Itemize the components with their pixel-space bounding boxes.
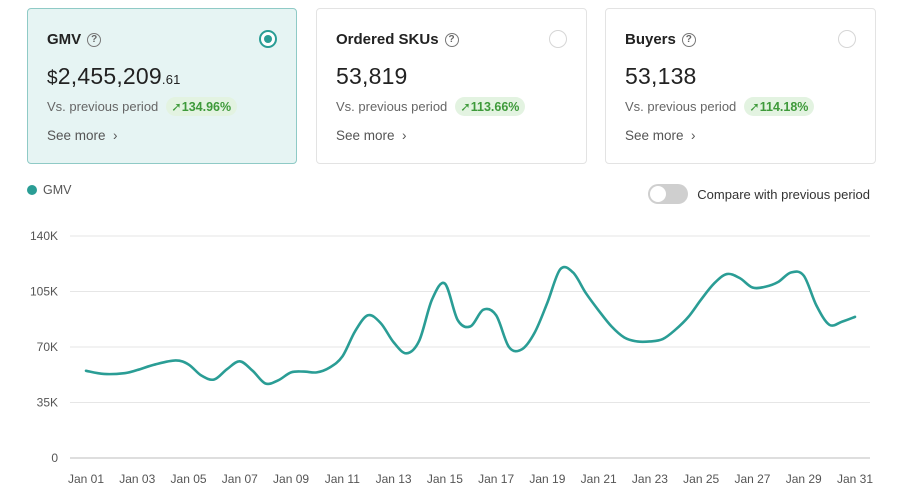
- chevron-right-icon: ›: [687, 128, 696, 143]
- change-badge: ➚134.96%: [166, 97, 238, 116]
- legend-dot-icon: [27, 185, 37, 195]
- card-title: Ordered SKUs ?: [336, 31, 459, 48]
- question-circle-icon[interactable]: ?: [87, 32, 102, 47]
- arrow-up-icon: ➚: [171, 100, 182, 114]
- chevron-right-icon: ›: [109, 128, 118, 143]
- change-value: 114.18%: [759, 100, 809, 114]
- card-title: Buyers ?: [625, 31, 696, 48]
- metric-card-ordered-skus[interactable]: Ordered SKUs ? 53,819 Vs. previous perio…: [316, 8, 587, 164]
- question-circle-icon[interactable]: ?: [681, 32, 696, 47]
- chart-legend: GMV: [27, 183, 71, 197]
- x-tick-label: Jan 27: [734, 472, 770, 486]
- y-tick-label: 140K: [30, 229, 58, 243]
- x-tick-label: Jan 15: [427, 472, 463, 486]
- card-title: GMV ?: [47, 31, 102, 48]
- compare-toggle-switch[interactable]: [648, 184, 689, 204]
- value-main: 2,455,209: [57, 63, 162, 89]
- x-tick-label: Jan 29: [786, 472, 822, 486]
- comparison-row: Vs. previous period ➚113.66%: [336, 97, 526, 116]
- card-title-label: GMV: [47, 31, 82, 48]
- change-badge: ➚114.18%: [744, 97, 815, 116]
- see-more-label: See more: [625, 128, 684, 143]
- see-more-link[interactable]: See more ›: [336, 128, 407, 143]
- see-more-label: See more: [336, 128, 395, 143]
- x-tick-label: Jan 17: [478, 472, 514, 486]
- x-tick-label: Jan 21: [581, 472, 617, 486]
- arrow-up-icon: ➚: [749, 100, 760, 114]
- x-tick-label: Jan 25: [683, 472, 719, 486]
- x-tick-label: Jan 13: [376, 472, 412, 486]
- x-tick-label: Jan 31: [837, 472, 873, 486]
- see-more-link[interactable]: See more ›: [625, 128, 696, 143]
- x-tick-label: Jan 11: [325, 472, 360, 486]
- card-value: 53,819: [336, 63, 408, 90]
- x-tick-label: Jan 03: [119, 472, 155, 486]
- card-value: 53,138: [625, 63, 697, 90]
- value-main: 53,138: [625, 63, 697, 89]
- x-tick-label: Jan 23: [632, 472, 668, 486]
- comparison-row: Vs. previous period ➚134.96%: [47, 97, 238, 116]
- card-radio[interactable]: [549, 30, 567, 48]
- change-value: 113.66%: [470, 100, 520, 114]
- x-tick-label: Jan 19: [529, 472, 565, 486]
- card-value: $2,455,209.61: [47, 63, 181, 90]
- comparison-label: Vs. previous period: [47, 99, 159, 114]
- metric-card-gmv[interactable]: GMV ? $2,455,209.61 Vs. previous period …: [27, 8, 297, 164]
- gmv-series-line: [84, 265, 857, 386]
- legend-label: GMV: [43, 183, 72, 197]
- card-title-label: Buyers: [625, 31, 676, 48]
- x-tick-label: Jan 01: [68, 472, 104, 486]
- currency-symbol: $: [47, 68, 58, 89]
- x-tick-label: Jan 07: [222, 472, 258, 486]
- card-radio[interactable]: [838, 30, 856, 48]
- comparison-label: Vs. previous period: [625, 99, 737, 114]
- see-more-label: See more: [47, 128, 106, 143]
- chevron-right-icon: ›: [398, 128, 407, 143]
- y-tick-label: 0: [51, 451, 58, 465]
- card-title-label: Ordered SKUs: [336, 31, 439, 48]
- compare-toggle-label: Compare with previous period: [697, 186, 870, 202]
- x-tick-label: Jan 09: [273, 472, 309, 486]
- value-main: 53,819: [336, 63, 408, 89]
- y-tick-label: 70K: [37, 340, 58, 354]
- y-tick-label: 35K: [37, 396, 58, 410]
- y-tick-label: 105K: [30, 285, 58, 299]
- see-more-link[interactable]: See more ›: [47, 128, 118, 143]
- metric-card-buyers[interactable]: Buyers ? 53,138 Vs. previous period ➚114…: [605, 8, 876, 164]
- value-cents: .61: [161, 72, 181, 87]
- comparison-row: Vs. previous period ➚114.18%: [625, 97, 815, 116]
- comparison-label: Vs. previous period: [336, 99, 448, 114]
- change-value: 134.96%: [181, 100, 232, 114]
- question-circle-icon[interactable]: ?: [444, 32, 459, 47]
- compare-toggle-row: Compare with previous period: [648, 184, 870, 204]
- x-tick-label: Jan 05: [171, 472, 207, 486]
- card-radio-selected[interactable]: [259, 30, 277, 48]
- change-badge: ➚113.66%: [455, 97, 526, 116]
- arrow-up-icon: ➚: [460, 100, 471, 114]
